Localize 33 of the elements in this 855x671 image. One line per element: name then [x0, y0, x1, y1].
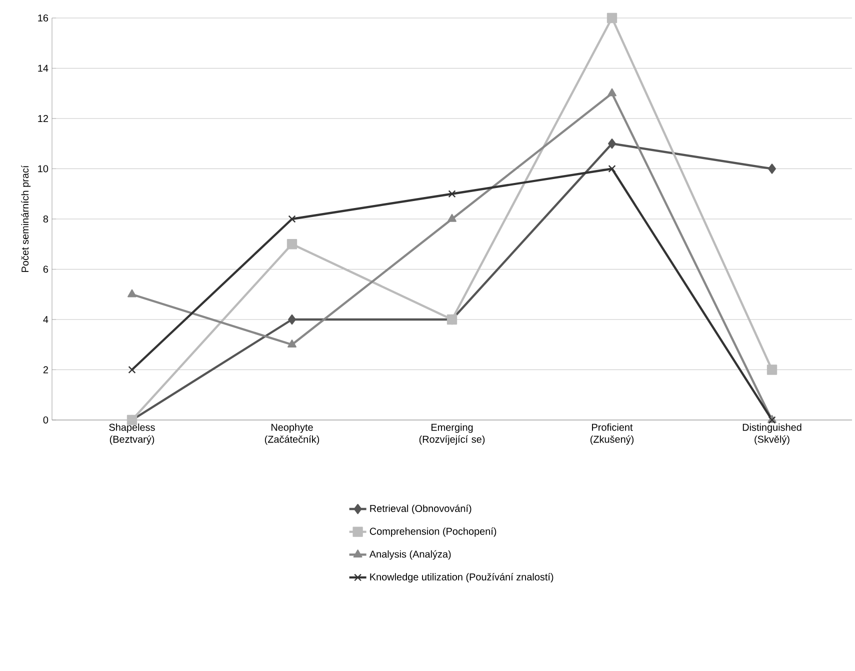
y-tick-label: 8 — [43, 215, 48, 223]
x-tick-label: Proficient (Zkušený) — [590, 424, 634, 445]
x-tick-label: Emerging (Rozvíjející se) — [419, 424, 485, 445]
point — [288, 314, 296, 325]
point — [448, 214, 456, 222]
y-tick-label: 2 — [43, 366, 48, 374]
y-axis-title: Počet seminárních prací — [21, 165, 31, 272]
point — [608, 88, 616, 96]
point — [288, 215, 296, 223]
x-tick-label: Shapeless (Beztvarý) — [109, 424, 155, 445]
point — [606, 12, 618, 24]
point — [768, 164, 776, 174]
point — [766, 364, 778, 375]
x-tick-label: Neophyte (Začátečník) — [264, 424, 320, 445]
point — [128, 366, 136, 374]
y-tick-label: 0 — [43, 416, 48, 424]
y-tick-label: 16 — [38, 14, 48, 22]
x-tick-label: Distinguished (Skvělý) — [742, 424, 802, 445]
y-tick-label: 6 — [43, 266, 48, 273]
point — [608, 138, 616, 149]
point — [286, 239, 298, 250]
legend-label: Analysis (Analýza) — [369, 550, 451, 560]
legend-label: Comprehension (Pochopení) — [370, 527, 496, 537]
point — [608, 164, 616, 173]
point — [128, 289, 136, 298]
point — [448, 190, 456, 198]
y-tick-label: 12 — [38, 115, 48, 122]
legend-label: Knowledge utilization (Používání znalostí) — [370, 573, 554, 582]
y-tick-label: 14 — [38, 64, 48, 72]
point — [288, 340, 296, 348]
legend-label: Retrieval (Obnovování) — [370, 504, 472, 514]
y-tick-label: 4 — [43, 316, 48, 323]
y-tick-label: 10 — [38, 165, 48, 172]
